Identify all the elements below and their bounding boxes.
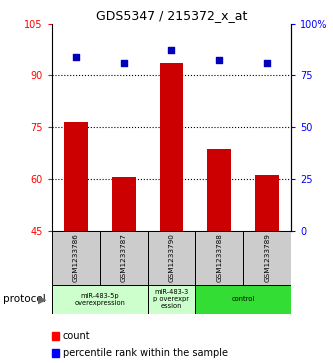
Bar: [148, 285, 195, 314]
Point: [265, 60, 270, 66]
Text: count: count: [63, 331, 91, 341]
Bar: [148, 231, 195, 285]
Bar: [195, 285, 291, 314]
Bar: [195, 231, 243, 285]
Text: protocol: protocol: [3, 294, 46, 305]
Bar: [243, 231, 291, 285]
Point: [73, 54, 78, 60]
Point: [169, 48, 174, 53]
Text: GSM1233789: GSM1233789: [264, 233, 270, 282]
Bar: [160, 63, 183, 231]
Bar: [255, 175, 279, 231]
Text: miR-483-5p
overexpression: miR-483-5p overexpression: [74, 293, 125, 306]
Text: GSM1233786: GSM1233786: [73, 233, 79, 282]
Text: ▶: ▶: [38, 294, 47, 305]
Text: miR-483-3
p overexpr
ession: miR-483-3 p overexpr ession: [154, 289, 189, 310]
Point: [217, 57, 222, 63]
Text: GSM1233790: GSM1233790: [168, 233, 174, 282]
Text: percentile rank within the sample: percentile rank within the sample: [63, 348, 228, 358]
Text: control: control: [232, 297, 255, 302]
Bar: [207, 150, 231, 231]
Point: [121, 60, 126, 66]
Bar: [52, 285, 148, 314]
Text: GSM1233788: GSM1233788: [216, 233, 222, 282]
Text: GSM1233787: GSM1233787: [121, 233, 127, 282]
Title: GDS5347 / 215372_x_at: GDS5347 / 215372_x_at: [96, 9, 247, 23]
Bar: [52, 231, 100, 285]
Bar: [112, 177, 136, 231]
Bar: [64, 122, 88, 231]
Bar: [100, 231, 148, 285]
